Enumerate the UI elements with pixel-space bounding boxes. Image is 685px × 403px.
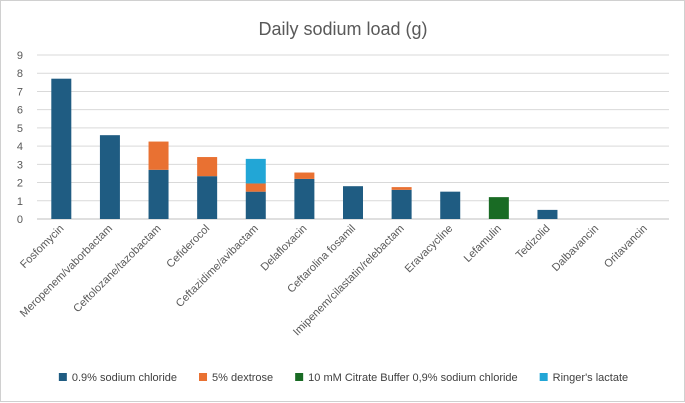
y-axis-ticks: 0 1 2 3 4 5 6 7 8 9 — [17, 50, 23, 226]
bar-segment — [391, 187, 412, 190]
x-tick-label: Delafloxacin — [259, 223, 310, 274]
x-tick-label: Lefamulin — [462, 223, 504, 265]
legend-swatch — [58, 373, 67, 381]
bar-segment — [197, 176, 218, 219]
x-tick-label: Eravacycline — [403, 223, 456, 276]
legend-label: 10 mM Citrate Buffer 0,9% sodium chlorid… — [308, 372, 518, 384]
x-tick-label: Cefiderocol — [164, 223, 212, 271]
bars — [51, 78, 558, 219]
x-tick-label: Ceftazidime/avibactam — [174, 223, 261, 310]
x-tick-label: Dalbavancin — [550, 223, 601, 274]
legend-label: 0.9% sodium chloride — [72, 372, 177, 384]
x-tick-label: Tedizolid — [514, 223, 553, 262]
y-tick-label: 3 — [17, 159, 23, 171]
bar-segment — [294, 172, 315, 179]
legend-swatch — [199, 373, 208, 381]
y-tick-label: 9 — [17, 50, 23, 62]
legend: 0.9% sodium chloride 5% dextrose 10 mM Cit… — [58, 372, 628, 384]
bar-segment — [99, 135, 120, 219]
x-tick-label: Meropenem/vaborbactam — [18, 223, 115, 320]
x-tick-label: Fosfomycin — [18, 223, 66, 271]
bar-segment — [488, 197, 509, 219]
x-tick-label: Ceftolozane/tazobactam — [71, 223, 163, 315]
y-tick-label: 1 — [17, 196, 23, 208]
bar-segment — [197, 157, 218, 177]
bar-segment — [148, 141, 169, 170]
y-tick-label: 6 — [17, 105, 23, 117]
bar-segment — [148, 169, 169, 219]
y-tick-label: 2 — [17, 178, 23, 190]
x-axis-ticks: FosfomycinMeropenem/vaborbactamCeftoloza… — [18, 223, 650, 339]
y-tick-label: 5 — [17, 123, 23, 135]
chart-title: Daily sodium load (g) — [258, 19, 427, 39]
bar-segment — [245, 183, 266, 192]
y-tick-label: 8 — [17, 68, 23, 80]
y-tick-label: 4 — [17, 141, 23, 153]
legend-label: Ringer's lactate — [553, 372, 628, 384]
bar-segment — [294, 178, 315, 219]
y-tick-label: 0 — [17, 214, 23, 226]
bar-segment — [391, 189, 412, 219]
bar-segment — [440, 191, 461, 219]
legend-swatch — [295, 373, 304, 381]
bar-segment — [245, 191, 266, 219]
legend-label: 5% dextrose — [212, 372, 273, 384]
bar-segment — [245, 158, 266, 184]
legend-swatch — [539, 373, 548, 381]
x-tick-label: Oritavancin — [602, 223, 650, 271]
bar-segment — [343, 186, 363, 219]
bar-segment — [51, 78, 72, 219]
y-tick-label: 7 — [17, 86, 23, 98]
bar-segment — [537, 209, 558, 219]
gridlines — [37, 54, 669, 220]
